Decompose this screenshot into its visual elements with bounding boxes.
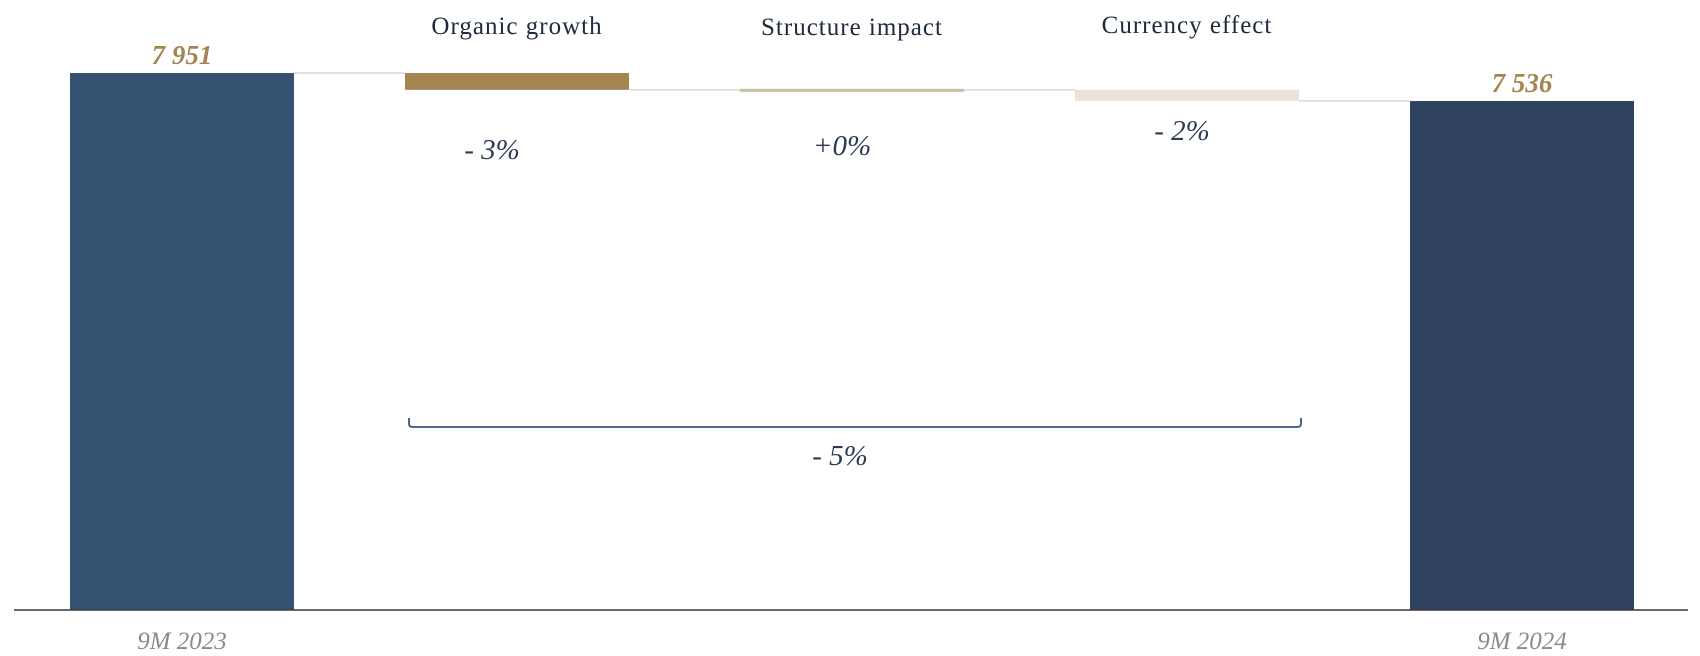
bar-start [70,73,294,610]
bar-end [1410,101,1634,610]
organic-growth-pct-label: - 3% [464,134,520,166]
start-value-label: 7 951 [152,40,213,70]
bar-currency-effect [1075,89,1299,102]
x-tick-label-end: 9M 2024 [1477,628,1567,655]
end-value-label: 7 536 [1492,68,1553,98]
bar-organic-growth [405,73,629,90]
x-tick-label-start: 9M 2023 [137,628,227,655]
connector-lines [294,72,1410,102]
total-change-bracket [408,418,1302,428]
currency-effect-pct-label: - 2% [1154,115,1210,147]
currency-effect-label: Currency effect [1102,12,1273,39]
total-change-pct-label: - 5% [812,440,868,472]
organic-growth-label: Organic growth [431,13,602,40]
bars-group [70,73,1634,610]
structure-impact-pct-label: +0% [813,130,871,162]
bar-structure-impact [740,88,964,92]
structure-impact-label: Structure impact [761,14,943,41]
